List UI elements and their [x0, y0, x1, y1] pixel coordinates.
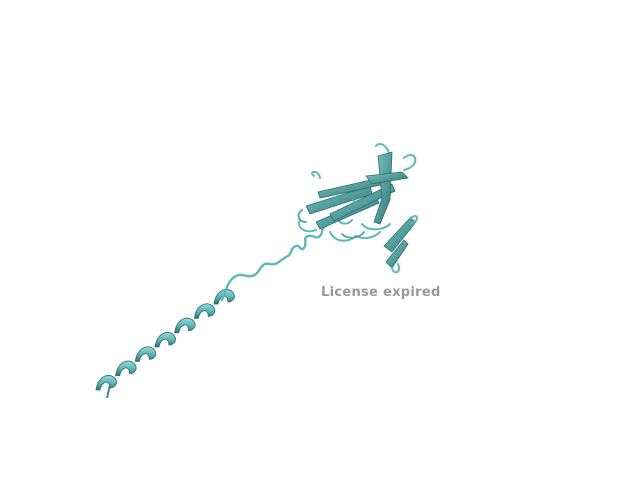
- helix-turn: [174, 317, 196, 334]
- helix-turn: [95, 375, 117, 391]
- coil-linker: [220, 224, 328, 302]
- helix-turn: [115, 360, 137, 377]
- beta-sheet-domain: [297, 142, 418, 274]
- helix-turn: [154, 332, 176, 348]
- license-watermark: License expired: [321, 285, 441, 300]
- helix-turn: [193, 303, 216, 319]
- helix-turn: [134, 346, 157, 362]
- alpha-helix: [95, 289, 235, 399]
